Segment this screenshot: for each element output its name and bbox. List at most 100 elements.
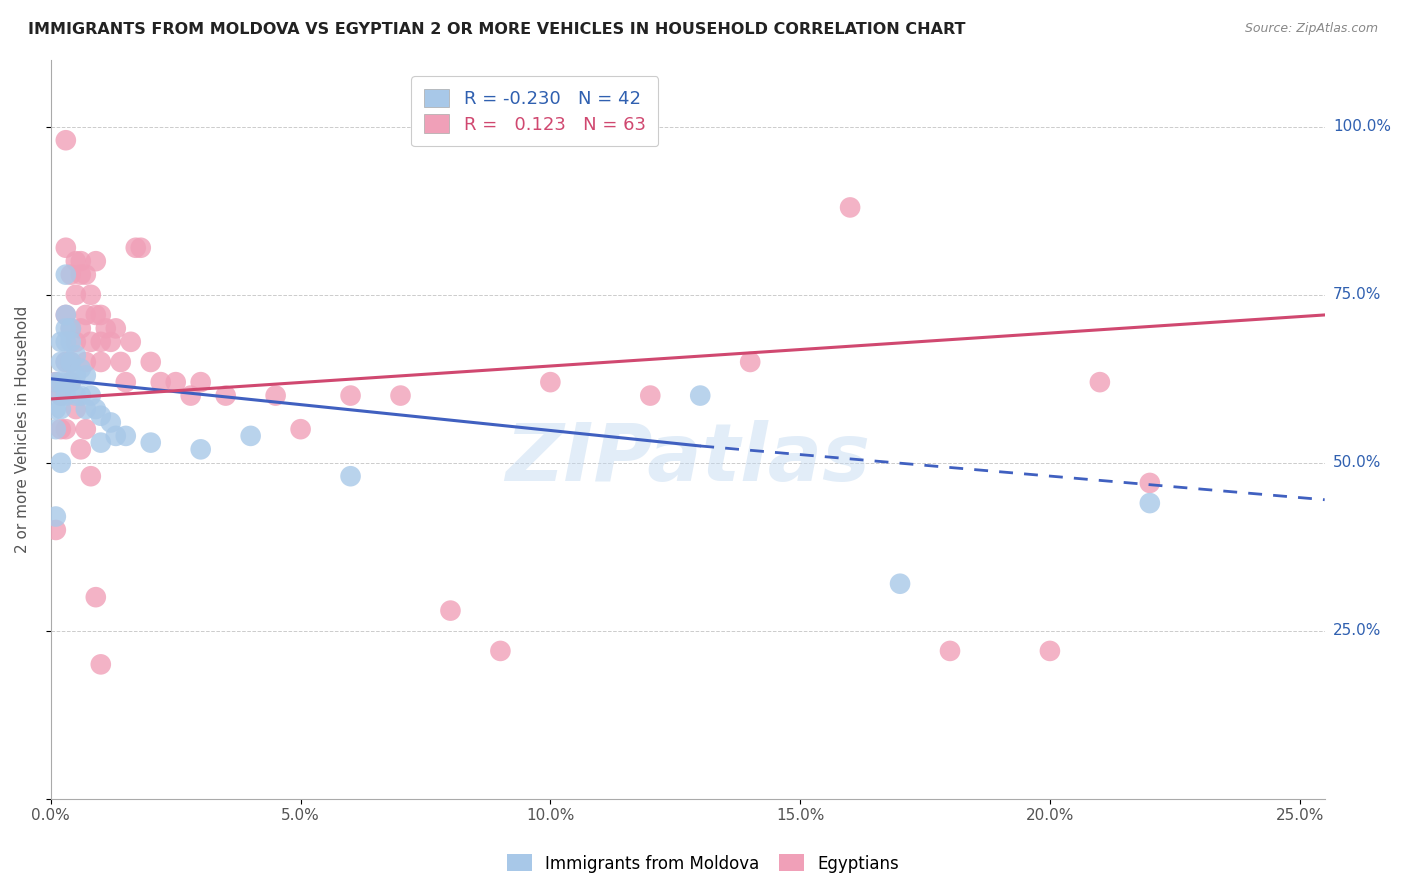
Legend: Immigrants from Moldova, Egyptians: Immigrants from Moldova, Egyptians xyxy=(501,847,905,880)
Point xyxy=(55,321,77,335)
Point xyxy=(84,590,107,604)
Point xyxy=(80,469,103,483)
Point xyxy=(100,334,122,349)
Point xyxy=(939,644,962,658)
Point xyxy=(59,321,82,335)
Point xyxy=(69,321,91,335)
Point xyxy=(69,361,91,376)
Point xyxy=(55,355,77,369)
Point xyxy=(55,308,77,322)
Point xyxy=(65,368,87,383)
Y-axis label: 2 or more Vehicles in Household: 2 or more Vehicles in Household xyxy=(15,306,30,553)
Legend: R = -0.230   N = 42, R =   0.123   N = 63: R = -0.230 N = 42, R = 0.123 N = 63 xyxy=(412,76,658,146)
Point xyxy=(49,334,72,349)
Text: ZIPatlas: ZIPatlas xyxy=(505,420,870,498)
Point xyxy=(640,388,662,402)
Point xyxy=(90,308,112,322)
Point xyxy=(69,254,91,268)
Point xyxy=(45,509,67,524)
Point xyxy=(339,388,361,402)
Point xyxy=(65,388,87,402)
Point xyxy=(55,268,77,282)
Point xyxy=(75,368,97,383)
Point xyxy=(165,375,187,389)
Point xyxy=(190,442,212,457)
Point xyxy=(339,469,361,483)
Point xyxy=(129,241,152,255)
Point xyxy=(75,355,97,369)
Point xyxy=(84,254,107,268)
Point xyxy=(1139,475,1161,490)
Point xyxy=(139,355,162,369)
Point xyxy=(740,355,762,369)
Text: 50.0%: 50.0% xyxy=(1333,455,1381,470)
Point xyxy=(264,388,287,402)
Point xyxy=(75,308,97,322)
Point xyxy=(180,388,202,402)
Point xyxy=(65,402,87,417)
Point xyxy=(45,422,67,436)
Point xyxy=(389,388,412,402)
Point xyxy=(59,321,82,335)
Point xyxy=(215,388,238,402)
Point xyxy=(190,375,212,389)
Point xyxy=(75,422,97,436)
Text: 100.0%: 100.0% xyxy=(1333,120,1391,135)
Point xyxy=(839,201,862,215)
Point xyxy=(75,402,97,417)
Point xyxy=(439,604,461,618)
Point xyxy=(538,375,561,389)
Point xyxy=(49,402,72,417)
Point xyxy=(49,355,72,369)
Point xyxy=(69,268,91,282)
Point xyxy=(689,388,711,402)
Point xyxy=(889,576,911,591)
Point xyxy=(49,388,72,402)
Text: Source: ZipAtlas.com: Source: ZipAtlas.com xyxy=(1244,22,1378,36)
Point xyxy=(90,334,112,349)
Point xyxy=(80,287,103,301)
Point xyxy=(125,241,148,255)
Point xyxy=(59,375,82,389)
Point xyxy=(59,268,82,282)
Point xyxy=(120,334,142,349)
Point xyxy=(55,388,77,402)
Point xyxy=(59,375,82,389)
Point xyxy=(65,348,87,362)
Point xyxy=(1039,644,1062,658)
Point xyxy=(90,355,112,369)
Point xyxy=(69,388,91,402)
Point xyxy=(104,321,127,335)
Text: 75.0%: 75.0% xyxy=(1333,287,1381,302)
Point xyxy=(55,375,77,389)
Text: 25.0%: 25.0% xyxy=(1333,624,1381,639)
Point xyxy=(114,429,136,443)
Point xyxy=(65,254,87,268)
Point xyxy=(69,442,91,457)
Point xyxy=(59,355,82,369)
Point xyxy=(104,429,127,443)
Point xyxy=(489,644,512,658)
Point xyxy=(90,435,112,450)
Point xyxy=(55,334,77,349)
Point xyxy=(1139,496,1161,510)
Point xyxy=(114,375,136,389)
Point xyxy=(65,287,87,301)
Point xyxy=(49,388,72,402)
Point xyxy=(239,429,262,443)
Point xyxy=(59,334,82,349)
Point xyxy=(80,334,103,349)
Point xyxy=(45,375,67,389)
Point xyxy=(55,241,77,255)
Point xyxy=(75,268,97,282)
Point xyxy=(55,308,77,322)
Point xyxy=(45,402,67,417)
Point xyxy=(94,321,117,335)
Point xyxy=(80,388,103,402)
Point xyxy=(55,355,77,369)
Text: IMMIGRANTS FROM MOLDOVA VS EGYPTIAN 2 OR MORE VEHICLES IN HOUSEHOLD CORRELATION : IMMIGRANTS FROM MOLDOVA VS EGYPTIAN 2 OR… xyxy=(28,22,966,37)
Point xyxy=(149,375,172,389)
Point xyxy=(55,422,77,436)
Point xyxy=(49,456,72,470)
Point xyxy=(65,334,87,349)
